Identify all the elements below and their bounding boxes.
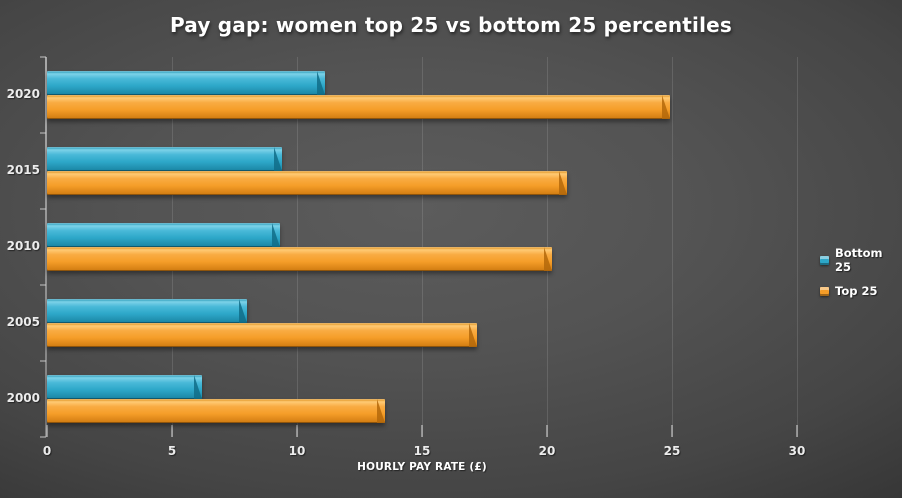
x-tick-5 <box>171 425 173 437</box>
x-tick-label-20: 20 <box>538 444 556 458</box>
y-tick-label-2005: 2005 <box>6 315 40 329</box>
bar-bottom-25-2015[interactable] <box>47 147 282 171</box>
category-tick-0 <box>40 56 46 58</box>
legend-label-top-25: Top 25 <box>835 284 878 298</box>
x-tick-label-10: 10 <box>288 444 306 458</box>
y-tick-label-2000: 2000 <box>6 391 40 405</box>
bar-top-25-2015[interactable] <box>47 171 567 195</box>
legend: Bottom 25 Top 25 <box>820 246 902 308</box>
x-tick-label-25: 25 <box>663 444 681 458</box>
bar-top-25-2010[interactable] <box>47 247 552 271</box>
category-tick-1 <box>40 132 46 134</box>
gridline-30 <box>797 57 798 437</box>
x-tick-30 <box>796 425 798 437</box>
category-tick-5 <box>40 436 46 438</box>
gridline-25 <box>672 57 673 437</box>
bar-top-25-2020[interactable] <box>47 95 670 119</box>
x-tick-label-0: 0 <box>42 444 52 458</box>
bar-top-25-2000[interactable] <box>47 399 385 423</box>
bar-bottom-25-2005[interactable] <box>47 299 247 323</box>
x-tick-10 <box>296 425 298 437</box>
y-tick-label-2010: 2010 <box>6 239 40 253</box>
legend-label-bottom-25: Bottom 25 <box>834 246 883 274</box>
y-tick-label-2015: 2015 <box>6 163 40 177</box>
bar-bottom-25-2010[interactable] <box>47 223 280 247</box>
category-tick-3 <box>40 284 46 286</box>
x-tick-25 <box>671 425 673 437</box>
category-tick-4 <box>40 360 46 362</box>
legend-item-bottom-25[interactable]: Bottom 25 <box>820 246 902 274</box>
bar-top-25-2005[interactable] <box>47 323 477 347</box>
x-tick-20 <box>546 425 548 437</box>
legend-marker-top-25-icon <box>820 286 829 296</box>
x-axis-title: HOURLY PAY RATE (£) <box>357 461 487 473</box>
bar-bottom-25-2000[interactable] <box>47 375 202 399</box>
x-tick-0 <box>46 425 48 437</box>
y-axis-line <box>45 57 47 437</box>
y-tick-label-2020: 2020 <box>6 87 40 101</box>
category-tick-2 <box>40 208 46 210</box>
bar-bottom-25-2020[interactable] <box>47 71 325 95</box>
legend-marker-bottom-25-icon <box>820 255 829 265</box>
x-tick-label-15: 15 <box>413 444 431 458</box>
legend-item-top-25[interactable]: Top 25 <box>820 284 902 298</box>
x-tick-15 <box>421 425 423 437</box>
chart-title: Pay gap: women top 25 vs bottom 25 perce… <box>169 13 733 37</box>
x-tick-label-5: 5 <box>167 444 177 458</box>
x-tick-label-30: 30 <box>788 444 806 458</box>
